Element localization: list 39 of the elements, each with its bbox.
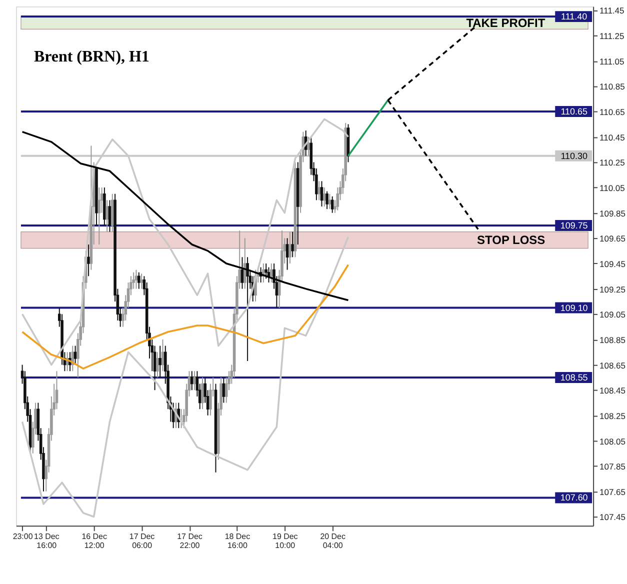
y-tick-label: 108.85 bbox=[600, 334, 626, 345]
y-tick-label: 110.85 bbox=[600, 82, 626, 92]
y-tick-label: 108.25 bbox=[600, 410, 626, 421]
y-tick-label: 107.45 bbox=[600, 512, 626, 522]
x-tick-label: 23:00 bbox=[12, 532, 34, 542]
y-tick-label: 110.45 bbox=[600, 132, 626, 142]
y-tick-label: 111.05 bbox=[600, 56, 624, 66]
y-tick-label: 108.45 bbox=[600, 386, 626, 396]
y-tick-label: 109.85 bbox=[600, 208, 626, 218]
y-tick-label: 109.45 bbox=[600, 258, 626, 269]
ref-line-label: 110.30 bbox=[560, 150, 588, 161]
y-tick-label: 109.05 bbox=[600, 310, 626, 320]
band-label: STOP LOSS bbox=[477, 233, 546, 248]
y-tick-label: 107.85 bbox=[600, 462, 626, 472]
ref-line-label: 108.55 bbox=[560, 372, 588, 382]
y-tick-label: 110.25 bbox=[600, 158, 626, 168]
y-tick-label: 110.05 bbox=[600, 183, 626, 193]
y-tick-label: 111.45 bbox=[600, 6, 624, 16]
ref-line-label: 109.75 bbox=[560, 220, 588, 230]
x-tick-label: 13 Dec 16:00 bbox=[34, 532, 60, 550]
y-tick-label: 110.65 bbox=[600, 107, 626, 118]
text: Brent (BRN), H1 bbox=[34, 48, 150, 66]
y-tick-label: 108.65 bbox=[600, 360, 626, 370]
x-tick-label: 16 Dec 12:00 bbox=[82, 532, 107, 550]
x-tick-label: 18 Dec 16:00 bbox=[224, 532, 250, 550]
ref-line-label: 110.65 bbox=[560, 106, 588, 117]
ref-line-label: 107.60 bbox=[560, 492, 588, 503]
x-tick-label: 20 Dec 04:00 bbox=[320, 532, 346, 550]
x-tick-label: 19 Dec 10:00 bbox=[272, 532, 298, 550]
x-tick-label: 17 Dec 22:00 bbox=[177, 532, 202, 550]
y-tick-label: 109.65 bbox=[600, 234, 626, 244]
y-tick-label: 111.25 bbox=[600, 31, 624, 42]
y-tick-label: 107.65 bbox=[600, 486, 626, 497]
y-tick-label: 108.05 bbox=[600, 436, 626, 446]
x-tick-label: 17 Dec 06:00 bbox=[129, 532, 155, 550]
band-label: TAKE PROFIT bbox=[466, 16, 546, 30]
ref-line-label: 111.40 bbox=[561, 12, 588, 22]
y-tick-label: 109.25 bbox=[600, 284, 626, 294]
ref-line-label: 109.10 bbox=[560, 302, 588, 313]
